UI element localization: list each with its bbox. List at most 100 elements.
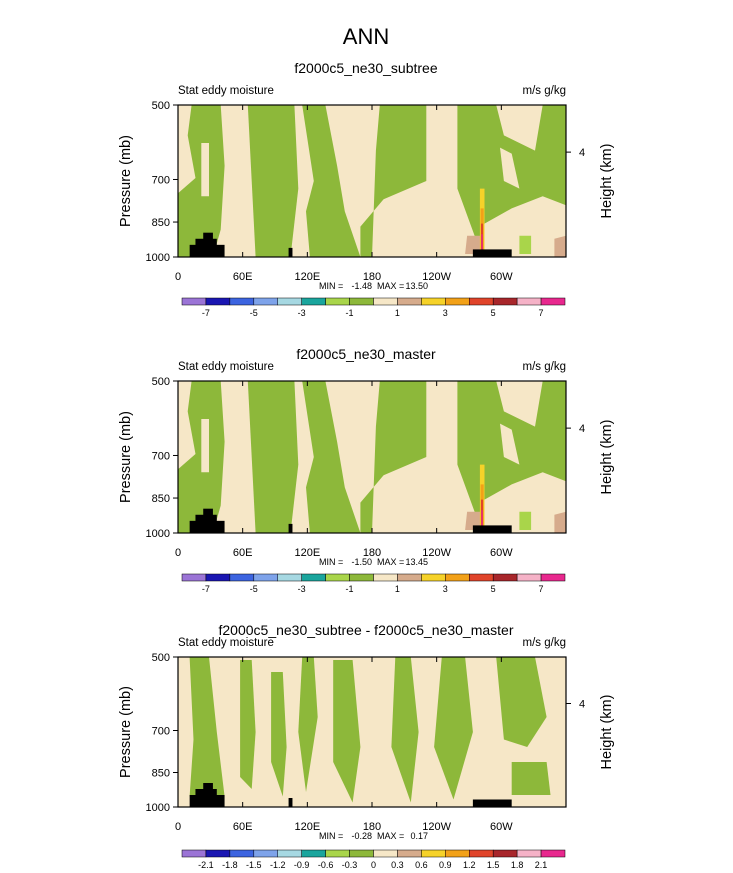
y-axis-label: Pressure (mb) [118, 411, 134, 503]
colorbar-label: 7 [539, 584, 544, 594]
contour-region-lightgreen [519, 511, 532, 530]
contour-region-cream [201, 419, 209, 473]
colorbar-swatch [277, 297, 302, 306]
panel-2: f2000c5_ne30_master Stat eddy moisture m/s… [118, 346, 615, 594]
max-label: MAX = [377, 831, 404, 841]
contour-region-tan [554, 511, 566, 533]
colorbar-swatch [229, 849, 255, 858]
colorbar-label: -0.9 [294, 860, 310, 870]
field-label: Stat eddy moisture [178, 85, 274, 97]
x-tick-label: 180 [363, 547, 381, 559]
colorbar-swatch [349, 573, 374, 582]
colorbar-swatch [445, 573, 470, 582]
colorbar-swatch [373, 297, 398, 306]
y-axis-label: Pressure (mb) [118, 135, 134, 227]
colorbar: -7 -5 -3 -1 1 3 5 7 [181, 573, 566, 594]
colorbar-swatch [492, 297, 518, 306]
colorbar-swatch [516, 573, 542, 582]
topography-block [288, 523, 293, 533]
contour-region-tan [554, 235, 566, 257]
colorbar-label: 3 [443, 308, 448, 318]
colorbar-swatch [181, 849, 207, 858]
colorbar-swatch [516, 297, 542, 306]
colorbar-label: 0.9 [439, 860, 452, 870]
x-tick-label: 0 [175, 547, 181, 559]
colorbar-swatch [540, 573, 566, 582]
colorbar-label: 1.5 [487, 860, 500, 870]
contour-field [178, 381, 566, 533]
colorbar-label: -2.1 [198, 860, 214, 870]
colorbar: -7 -5 -3 -1 1 3 5 7 [181, 297, 566, 318]
y-tick-label: 1000 [146, 528, 170, 540]
colorbar-label: 3 [443, 584, 448, 594]
contour-region-green [240, 660, 256, 789]
contour-region-cream [500, 147, 520, 189]
colorbar-label: -3 [298, 584, 306, 594]
colorbar-swatch [445, 297, 470, 306]
min-label: MIN = [319, 831, 343, 841]
topography-block [472, 799, 512, 807]
colorbar-swatch [253, 297, 278, 306]
contour-region-lightgreen [519, 235, 532, 254]
panel-title: f2000c5_ne30_subtree - f2000c5_ne30_mast… [219, 622, 514, 638]
colorbar-swatch [277, 849, 302, 858]
colorbar-swatch [469, 849, 494, 858]
colorbar-label: -5 [250, 584, 258, 594]
colorbar-swatch [373, 849, 398, 858]
colorbar-swatch [397, 849, 422, 858]
max-label: MAX = [377, 557, 404, 567]
colorbar-swatch [229, 573, 255, 582]
x-tick-label: 120W [422, 271, 451, 283]
contour-region-green [298, 657, 318, 792]
contour-region-green [434, 657, 473, 800]
max-label: MAX = [377, 281, 404, 291]
colorbar-swatch [205, 573, 231, 582]
contour-spike-magenta [481, 234, 483, 253]
x-tick-label: 120W [422, 547, 451, 559]
colorbar-label: -1.8 [222, 860, 238, 870]
colorbar-label: -1 [346, 308, 354, 318]
colorbar-swatch [397, 297, 422, 306]
colorbar-label: -1.2 [270, 860, 286, 870]
colorbar-swatch [325, 573, 350, 582]
colorbar-swatch [469, 297, 494, 306]
contour-region-green [511, 762, 551, 795]
colorbar-swatch [277, 573, 302, 582]
x-tick-label: 60E [233, 547, 253, 559]
x-tick-label: 120E [294, 821, 320, 833]
topography-block [288, 798, 293, 807]
contour-region-green [333, 660, 361, 803]
colorbar-swatch [229, 297, 255, 306]
contour-region-green [189, 657, 225, 797]
y-tick-label: 850 [152, 217, 170, 229]
topography-mask [189, 232, 512, 257]
contour-region-green [391, 657, 419, 803]
max-value: 0.17 [410, 831, 428, 841]
y-tick-label: 500 [152, 652, 170, 664]
x-tick-label: 120E [294, 271, 320, 283]
y-tick-label: 700 [152, 450, 170, 462]
contour-region-green [496, 657, 547, 747]
contour-region-green [247, 381, 299, 533]
colorbar-swatch [540, 297, 566, 306]
x-tick-label: 120W [422, 821, 451, 833]
max-value: 13.45 [405, 557, 428, 567]
x-tick-label: 120E [294, 547, 320, 559]
colorbar-label: 0 [371, 860, 376, 870]
field-label: Stat eddy moisture [178, 637, 274, 649]
contour-region-cream [201, 143, 209, 197]
contour-region-green [247, 105, 299, 257]
x-tick-label: 60W [490, 821, 513, 833]
colorbar: -2.1 -1.8 -1.5 -1.2 -0.9 -0.6 -0.3 0 0.3 0.6 0.9 1.… [181, 849, 566, 870]
colorbar-label: -7 [202, 584, 210, 594]
colorbar-label: 1 [395, 584, 400, 594]
topography-mask [189, 783, 512, 807]
colorbar-label: -1 [346, 584, 354, 594]
y-right-tick-label: 4 [579, 423, 585, 435]
topography-block [472, 525, 512, 533]
colorbar-swatch [325, 297, 350, 306]
colorbar-label: -1.5 [246, 860, 262, 870]
x-tick-label: 60E [233, 821, 253, 833]
colorbar-swatch [349, 297, 374, 306]
colorbar-label: 0.3 [391, 860, 404, 870]
